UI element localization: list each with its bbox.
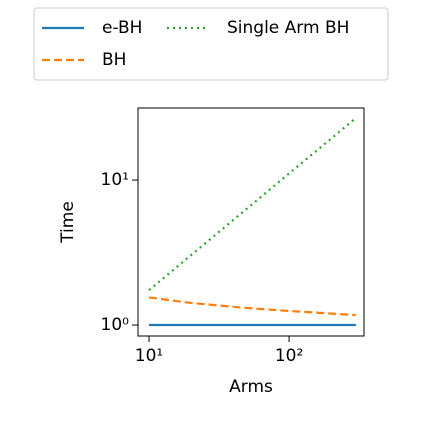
y-axis-label: Time bbox=[58, 201, 78, 244]
x-tick-label: 10¹ bbox=[135, 346, 163, 366]
legend-label: Single Arm BH bbox=[227, 18, 349, 38]
legend-label: e-BH bbox=[102, 18, 142, 38]
plot-frame bbox=[137, 107, 365, 337]
line-series bbox=[148, 296, 356, 317]
line-series bbox=[148, 117, 357, 291]
x-axis-label: Arms bbox=[229, 377, 273, 397]
legend-label: BH bbox=[102, 50, 126, 70]
y-tick-label: 10⁰ bbox=[101, 315, 130, 335]
legend-box bbox=[33, 7, 389, 81]
x-tick-label: 10² bbox=[275, 346, 303, 366]
y-tick-label: 10¹ bbox=[101, 170, 129, 190]
